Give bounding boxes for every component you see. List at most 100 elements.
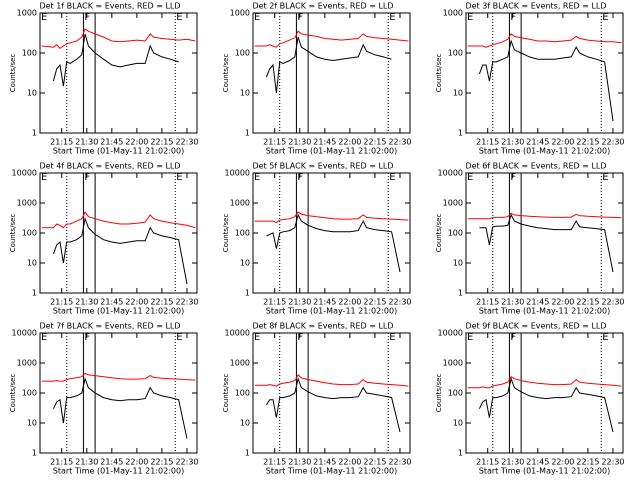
- x-tick-label: 21:30: [75, 138, 98, 147]
- y-axis-label: Counts/sec: [435, 54, 443, 93]
- x-tick-label: 21:45: [526, 458, 549, 467]
- x-tick-label: 21:15: [263, 138, 286, 147]
- y-axis-label: Counts/sec: [9, 374, 17, 413]
- x-tick-label: 22:15: [150, 298, 173, 307]
- x-axis-label: Start Time (01-May-11 21:02:00): [266, 147, 397, 156]
- y-tick-label: 10000: [438, 329, 463, 338]
- y-tick-label: 1: [245, 449, 250, 458]
- annotation: E: [176, 332, 182, 343]
- y-tick-label: 10: [27, 419, 37, 428]
- y-axis-label: Counts/sec: [435, 374, 443, 413]
- annotation: F: [297, 12, 303, 23]
- chart-title: Det 5f BLACK = Events, RED = LLD: [252, 162, 393, 171]
- series-line: [254, 211, 409, 224]
- x-tick-label: 22:30: [175, 458, 198, 467]
- series-line: [479, 213, 614, 273]
- annotation: E: [602, 332, 608, 343]
- x-tick-label: 21:45: [313, 458, 336, 467]
- x-tick-label: 22:00: [125, 458, 148, 467]
- y-tick-label: 10: [453, 419, 463, 428]
- x-tick-label: 21:30: [288, 298, 311, 307]
- x-tick-label: 22:15: [363, 138, 386, 147]
- y-tick-label: 100: [448, 229, 463, 238]
- annotation: F: [297, 172, 303, 183]
- annotation: E: [467, 332, 473, 343]
- x-tick-label: 22:30: [601, 458, 624, 467]
- x-tick-label: 22:30: [175, 138, 198, 147]
- y-axis-label: Counts/sec: [222, 214, 230, 253]
- chart-title: Det 3f BLACK = Events, RED = LLD: [465, 2, 606, 11]
- annotation: E: [602, 172, 608, 183]
- x-tick-label: 21:15: [476, 138, 499, 147]
- annotation: F: [84, 12, 90, 23]
- y-tick-label: 10: [240, 259, 250, 268]
- y-tick-label: 1: [245, 129, 250, 138]
- series-line: [467, 33, 622, 48]
- x-tick-label: 21:45: [100, 298, 123, 307]
- series-line: [52, 376, 188, 439]
- series-line: [265, 376, 401, 433]
- x-tick-label: 22:00: [338, 458, 361, 467]
- series-line: [41, 28, 196, 50]
- x-tick-label: 22:00: [125, 138, 148, 147]
- x-tick-label: 21:30: [501, 298, 524, 307]
- y-tick-label: 1000: [17, 199, 37, 208]
- series-line: [41, 372, 196, 382]
- y-axis-label: Counts/sec: [222, 374, 230, 413]
- x-tick-label: 22:30: [388, 298, 411, 307]
- plot-frame: [465, 172, 624, 294]
- series-line: [467, 212, 622, 220]
- plot-frame: [39, 172, 198, 294]
- x-tick-label: 22:30: [601, 298, 624, 307]
- x-axis-label: Start Time (01-May-11 21:02:00): [479, 147, 610, 156]
- annotation: E: [254, 12, 260, 23]
- y-axis-label: Counts/sec: [435, 214, 443, 253]
- x-tick-label: 22:15: [150, 138, 173, 147]
- y-tick-label: 10: [240, 89, 250, 98]
- x-axis-label: Start Time (01-May-11 21:02:00): [266, 307, 397, 316]
- y-tick-label: 1000: [17, 359, 37, 368]
- y-tick-label: 1: [458, 289, 463, 298]
- x-tick-label: 22:00: [125, 298, 148, 307]
- y-tick-label: 100: [448, 49, 463, 58]
- x-tick-label: 22:00: [338, 298, 361, 307]
- x-tick-label: 22:30: [175, 298, 198, 307]
- x-axis-label: Start Time (01-May-11 21:02:00): [266, 467, 397, 476]
- chart-title: Det 9f BLACK = Events, RED = LLD: [465, 322, 606, 331]
- annotation: E: [176, 172, 182, 183]
- x-tick-label: 21:30: [75, 458, 98, 467]
- x-axis-label: Start Time (01-May-11 21:02:00): [53, 147, 184, 156]
- y-tick-label: 1000: [230, 359, 250, 368]
- series-line: [478, 39, 614, 122]
- x-tick-label: 22:00: [551, 138, 574, 147]
- y-tick-label: 1: [458, 129, 463, 138]
- x-tick-label: 21:45: [313, 138, 336, 147]
- chart-title: Det 1f BLACK = Events, RED = LLD: [39, 2, 180, 11]
- annotation: E: [41, 332, 47, 343]
- x-tick-label: 22:00: [338, 138, 361, 147]
- x-axis-label: Start Time (01-May-11 21:02:00): [53, 307, 184, 316]
- x-tick-label: 22:00: [551, 298, 574, 307]
- chart-title: Det 6f BLACK = Events, RED = LLD: [465, 162, 606, 171]
- annotation: E: [254, 332, 260, 343]
- annotation: E: [41, 12, 47, 23]
- series-line: [265, 36, 392, 94]
- annotation: E: [389, 12, 395, 23]
- y-tick-label: 10: [453, 89, 463, 98]
- x-tick-label: 22:30: [601, 138, 624, 147]
- x-tick-label: 22:15: [363, 458, 386, 467]
- y-tick-label: 10: [453, 259, 463, 268]
- annotation: F: [84, 172, 90, 183]
- x-tick-label: 22:15: [363, 298, 386, 307]
- x-tick-label: 21:45: [100, 138, 123, 147]
- chart-title: Det 8f BLACK = Events, RED = LLD: [252, 322, 393, 331]
- y-tick-label: 10000: [225, 329, 250, 338]
- series-line: [52, 33, 179, 87]
- y-tick-label: 1000: [443, 9, 463, 18]
- x-tick-label: 22:15: [576, 298, 599, 307]
- series-line: [41, 211, 196, 229]
- x-tick-label: 21:15: [50, 458, 73, 467]
- plot-frame: [465, 12, 624, 134]
- x-tick-label: 21:15: [50, 138, 73, 147]
